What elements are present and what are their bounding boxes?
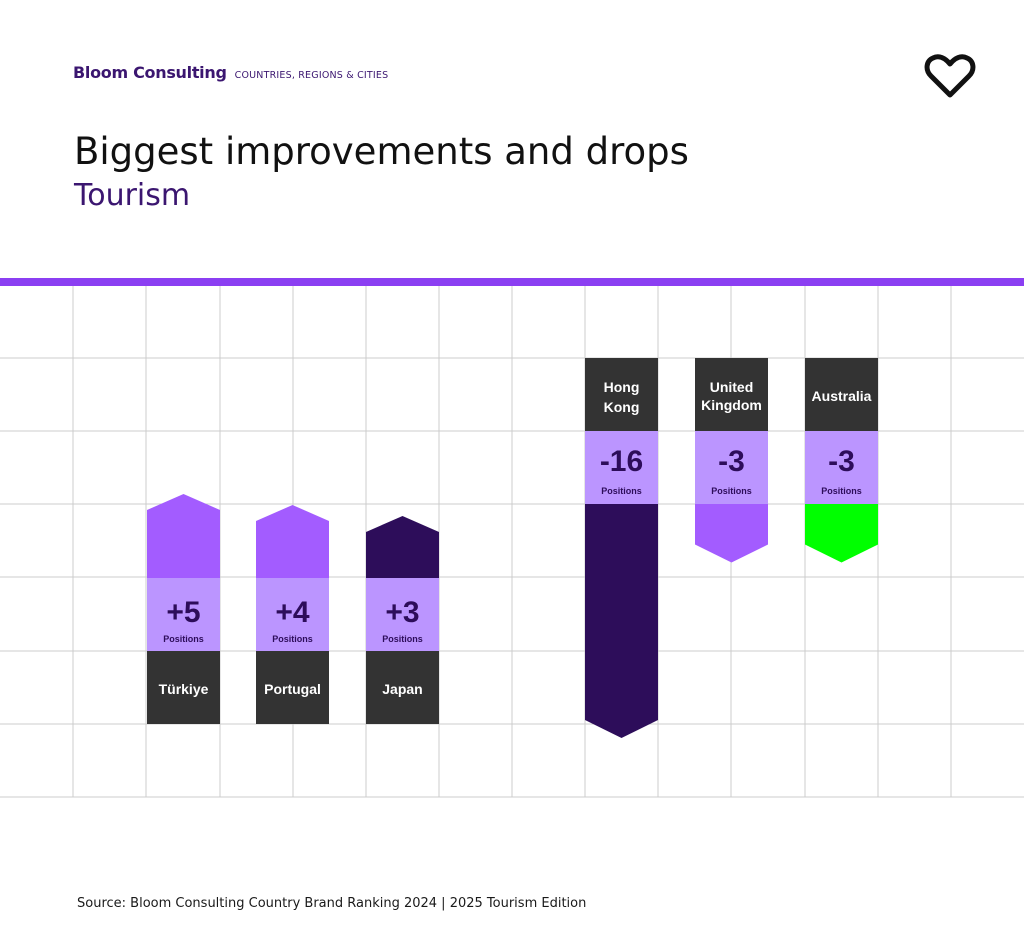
arrow-up-bar [256,505,329,578]
unit-label: Positions [382,634,423,644]
unit-label: Positions [821,486,862,496]
unit-label: Positions [711,486,752,496]
value-label: +5 [166,596,200,629]
country-label: Japan [382,681,422,697]
unit-label: Positions [163,634,204,644]
country-label: United Kingdom [701,379,762,413]
value-box [147,578,220,651]
arrow-down-bar [805,504,878,563]
arrow-up-bar [147,494,220,578]
unit-label: Positions [272,634,313,644]
country-label: Portugal [264,681,321,697]
country-box [366,651,439,724]
unit-label: Positions [601,486,642,496]
value-label: -16 [600,445,643,478]
accent-bar [0,278,1024,286]
country-box [805,358,878,431]
chart-subtitle: Tourism [74,178,191,213]
arrow-down-bar [695,504,768,563]
country-box [147,651,220,724]
value-label: -3 [828,445,855,478]
arrow-up-bar [366,516,439,578]
chart-title: Biggest improvements and drops [74,130,689,173]
value-label: +4 [275,596,310,629]
source-note: Source: Bloom Consulting Country Brand R… [77,896,587,911]
heart-icon[interactable] [924,52,976,100]
header: Bloom Consulting COUNTRIES, REGIONS & CI… [73,63,388,82]
brand-logo: Bloom Consulting [73,63,227,82]
value-box [256,578,329,651]
country-label: Hong Kong [604,379,640,415]
value-label: -3 [718,445,745,478]
country-box [585,358,658,431]
value-box [585,431,658,504]
country-box [695,358,768,431]
value-box [695,431,768,504]
value-box [366,578,439,651]
brand-tagline: COUNTRIES, REGIONS & CITIES [234,70,389,81]
country-box [256,651,329,724]
country-label: Türkiye [159,681,209,697]
country-label: Australia [812,388,872,404]
value-box [805,431,878,504]
value-label: +3 [385,596,419,629]
arrow-down-bar [585,504,658,738]
